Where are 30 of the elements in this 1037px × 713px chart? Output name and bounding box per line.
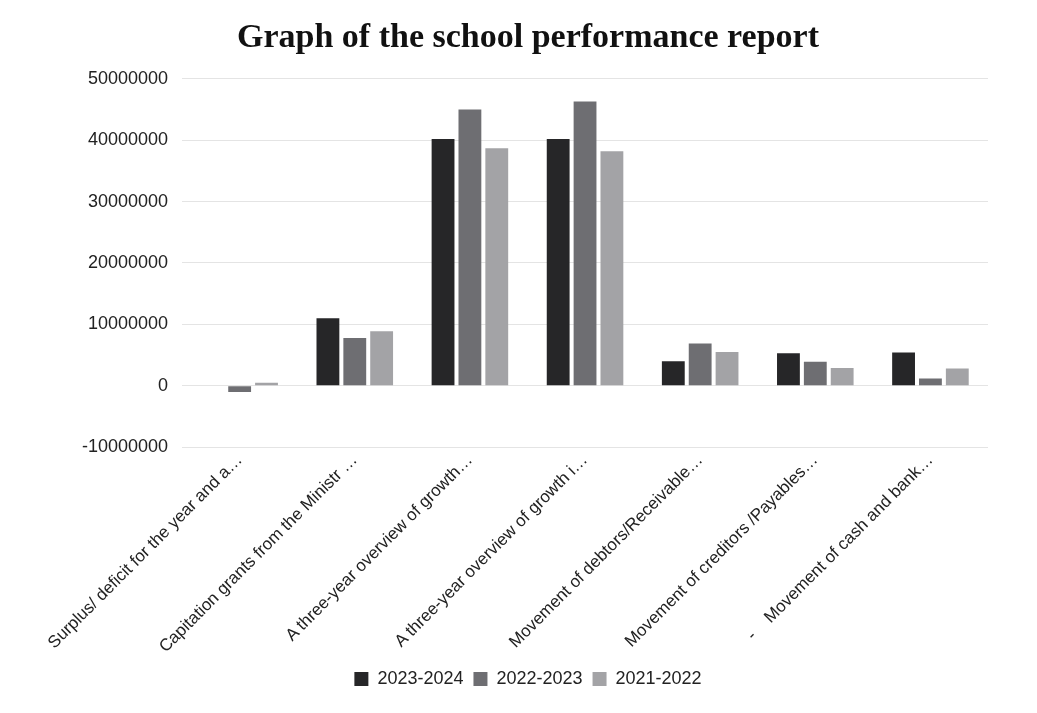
legend-label: 2021-2022 [615, 667, 702, 688]
chart-title: Graph of the school performance report [237, 17, 820, 55]
bar [370, 331, 394, 386]
bar [228, 386, 252, 392]
bar [803, 361, 827, 386]
y-tick-label: 40000000 [87, 129, 169, 150]
bar [777, 353, 800, 386]
bar [600, 151, 624, 386]
bar [573, 101, 597, 386]
bar [546, 138, 570, 386]
y-tick-label: 20000000 [87, 251, 169, 272]
y-tick-label: 30000000 [87, 190, 169, 211]
bar [431, 138, 455, 386]
bar [485, 148, 509, 386]
bar [316, 318, 340, 386]
bar [919, 378, 942, 386]
y-tick-label: 50000000 [87, 67, 169, 88]
y-tick-label: 0 [158, 374, 169, 395]
legend-label: 2022-2023 [496, 667, 583, 688]
legend-label: 2023-2024 [377, 667, 464, 688]
bar [458, 109, 482, 386]
bar [715, 352, 739, 386]
bar [892, 352, 915, 386]
y-tick-label: -10000000 [81, 436, 169, 457]
bar [343, 337, 367, 386]
bar [688, 343, 712, 386]
bar [830, 367, 854, 386]
bar [945, 368, 969, 386]
bar [661, 361, 685, 386]
y-tick-label: 10000000 [87, 313, 169, 334]
